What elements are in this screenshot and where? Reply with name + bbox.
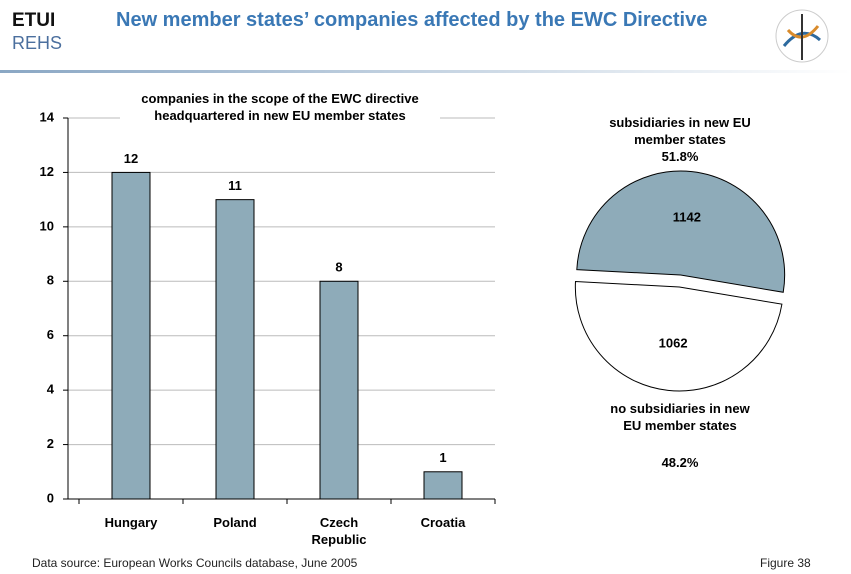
y-tick-label: 6	[47, 327, 54, 342]
y-tick-label: 4	[47, 382, 55, 397]
y-tick-label: 12	[40, 164, 54, 179]
bar	[319, 280, 359, 500]
bar	[423, 471, 463, 500]
y-tick-label: 10	[40, 218, 54, 233]
x-tick-label: Czech Republic	[311, 515, 367, 547]
value-label: 1142	[673, 210, 701, 225]
x-tick-label: Croatia	[420, 515, 466, 530]
x-tick-label: Hungary	[104, 515, 158, 530]
source-note: Data source: European Works Councils dat…	[32, 556, 358, 570]
value-label: 1	[439, 450, 446, 465]
bar	[215, 199, 255, 500]
pie-slice	[576, 170, 786, 293]
value-label: 1062	[659, 335, 688, 350]
x-tick-label: Poland	[213, 515, 257, 530]
slice-label: subsidiaries in new EU member states	[609, 115, 751, 147]
y-tick-label: 14	[40, 109, 55, 124]
logo-top: ETUI	[12, 10, 56, 31]
chart-title: companies in the scope of the EWC direct…	[120, 90, 440, 124]
logo-right	[775, 9, 829, 63]
y-tick-label: 0	[47, 490, 54, 505]
logo-bottom: REHS	[12, 33, 63, 53]
bar	[111, 171, 151, 500]
percent-label: 48.2%	[661, 455, 699, 470]
slice-label: no subsidiaries in new EU member states	[610, 401, 750, 433]
y-tick-label: 8	[47, 273, 54, 288]
slide-title: New member states’ companies affected by…	[116, 9, 708, 31]
header-rule	[0, 70, 851, 73]
value-label: 11	[228, 178, 242, 193]
pie-slice	[574, 280, 783, 392]
value-label: 8	[335, 260, 342, 275]
y-tick-label: 2	[47, 436, 54, 451]
figure-number: Figure 38	[760, 556, 811, 570]
value-label: 12	[124, 151, 138, 166]
percent-label: 51.8%	[661, 149, 699, 164]
